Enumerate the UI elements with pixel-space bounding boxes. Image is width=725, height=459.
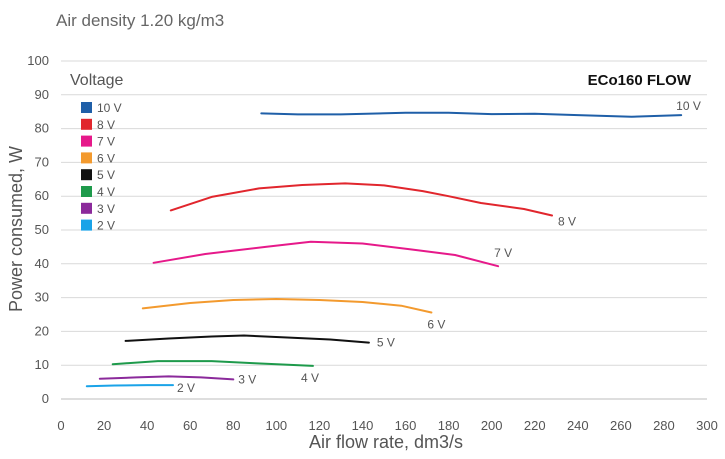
series-line-2v — [85, 384, 174, 388]
y-tick-label: 30 — [35, 290, 49, 305]
chart-title: ECo160 FLOW — [588, 72, 692, 89]
legend-swatch — [81, 118, 92, 130]
series-end-label: 10 V — [676, 99, 701, 113]
legend-swatch — [81, 135, 92, 147]
legend-swatch — [81, 202, 92, 214]
series-line-7v — [152, 240, 500, 268]
y-tick-label: 40 — [35, 256, 49, 271]
series-line-5v — [124, 334, 370, 344]
legend-title: Voltage — [70, 72, 123, 89]
chart-subtitle: Air density 1.20 kg/m3 — [56, 11, 224, 30]
series-end-label: 5 V — [377, 336, 395, 350]
x-tick-label: 40 — [140, 418, 154, 433]
series-end-label: 7 V — [494, 246, 512, 260]
y-tick-label: 10 — [35, 357, 49, 372]
x-tick-label: 180 — [438, 418, 460, 433]
x-tick-label: 260 — [610, 418, 632, 433]
y-tick-label: 70 — [35, 154, 49, 169]
legend-swatch — [81, 169, 92, 181]
legend-swatch — [81, 219, 92, 231]
x-tick-label: 120 — [309, 418, 331, 433]
x-tick-label: 160 — [395, 418, 417, 433]
series-end-label: 8 V — [558, 214, 576, 228]
series-line-6v — [141, 298, 433, 314]
y-tick-label: 50 — [35, 222, 49, 237]
y-tick-label: 20 — [35, 323, 49, 338]
x-axis-title: Air flow rate, dm3/s — [309, 432, 463, 452]
x-tick-label: 220 — [524, 418, 546, 433]
legend-label: 10 V — [97, 101, 122, 115]
y-tick-label: 60 — [35, 188, 49, 203]
y-tick-label: 80 — [35, 121, 49, 136]
legend-label: 2 V — [97, 219, 115, 233]
series-layer: 10 V 8 V 7 V 6 V 5 V 4 V 3 V 2 V — [85, 99, 701, 395]
legend: Voltage 10 V 8 V 7 V 6 V 5 V 4 V 3 V 2 V — [70, 72, 123, 233]
series-end-label: 4 V — [301, 371, 319, 385]
y-tick-label: 0 — [42, 391, 49, 406]
x-tick-label: 300 — [696, 418, 718, 433]
tick-layer: 0 10 20 30 40 50 60 70 80 90 100 0 20 40 60 80 100 120 140… — [27, 53, 718, 433]
series-end-label: 6 V — [427, 317, 445, 331]
x-tick-label: 0 — [57, 418, 64, 433]
x-tick-label: 100 — [265, 418, 287, 433]
series-line-4v — [111, 360, 314, 367]
series-line-3v — [98, 375, 235, 381]
x-tick-label: 60 — [183, 418, 197, 433]
x-tick-label: 20 — [97, 418, 111, 433]
series-line-10v — [260, 111, 683, 118]
series-end-label: 3 V — [238, 372, 256, 386]
x-tick-label: 200 — [481, 418, 503, 433]
y-tick-label: 100 — [27, 53, 49, 68]
x-tick-label: 140 — [352, 418, 374, 433]
legend-swatch — [81, 186, 92, 197]
legend-label: 4 V — [97, 185, 115, 199]
y-axis-title: Power consumed, W — [6, 146, 26, 312]
legend-label: 7 V — [97, 135, 115, 149]
legend-swatch — [81, 102, 92, 113]
y-tick-label: 90 — [35, 87, 49, 102]
grid-layer — [61, 60, 707, 400]
x-tick-label: 280 — [653, 418, 675, 433]
legend-label: 6 V — [97, 151, 115, 165]
legend-label: 3 V — [97, 202, 115, 216]
series-end-label: 2 V — [177, 381, 195, 395]
legend-label: 5 V — [97, 168, 115, 182]
legend-swatch — [81, 152, 92, 164]
series-line-8v — [169, 182, 553, 217]
x-tick-label: 80 — [226, 418, 240, 433]
x-tick-label: 240 — [567, 418, 589, 433]
legend-label: 8 V — [97, 118, 115, 132]
